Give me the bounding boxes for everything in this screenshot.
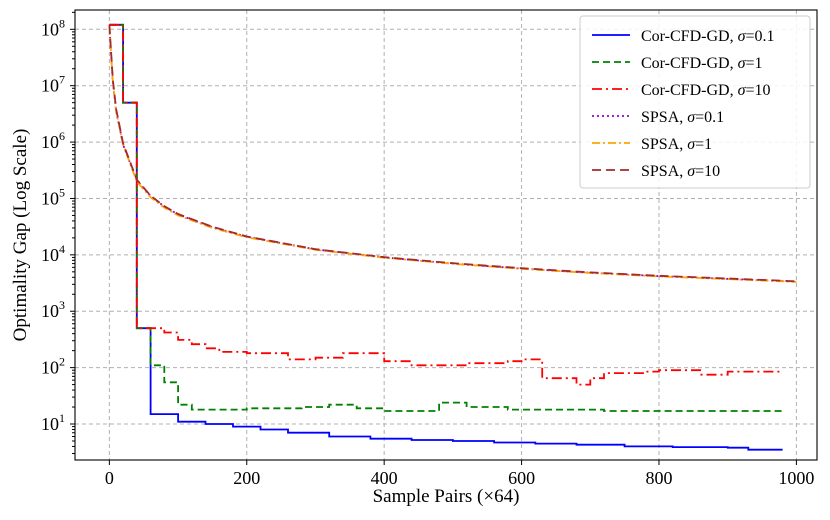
legend-label: SPSA, σ=1 <box>641 136 712 153</box>
x-tick-label: 1000 <box>778 468 814 488</box>
series-line-2 <box>109 23 783 412</box>
x-tick-label: 400 <box>371 468 398 488</box>
plot-frame <box>74 9 818 461</box>
legend-label: SPSA, σ=0.1 <box>641 109 724 126</box>
y-tick-label: 108 <box>41 16 65 39</box>
y-tick-label: 102 <box>41 355 65 378</box>
y-tick-label: 104 <box>41 242 65 265</box>
y-tick-label: 101 <box>41 411 65 434</box>
legend-label: Cor-CFD-GD, σ=10 <box>641 82 771 99</box>
legend: Cor-CFD-GD, σ=0.1 Cor-CFD-GD, σ=1 Cor-CFD-… <box>579 15 811 189</box>
y-axis-label: Optimality Gap (Log Scale) <box>10 129 31 342</box>
legend-label: Cor-CFD-GD, σ=0.1 <box>641 28 775 45</box>
series-line-3 <box>109 23 783 386</box>
series-line-1 <box>109 23 783 451</box>
y-tick-label: 103 <box>41 298 65 321</box>
legend-label: SPSA, σ=10 <box>641 163 720 180</box>
series-lines <box>108 23 797 451</box>
x-axis-label: Sample Pairs (×64) <box>373 486 520 507</box>
y-tick-label: 107 <box>41 73 65 96</box>
x-tick-label: 800 <box>645 468 672 488</box>
y-tick-label: 105 <box>41 185 65 208</box>
y-tick-label: 106 <box>41 129 65 152</box>
legend-box <box>579 15 811 189</box>
x-tick-label: 0 <box>105 468 114 488</box>
x-tick-label: 200 <box>233 468 260 488</box>
legend-label: Cor-CFD-GD, σ=1 <box>641 55 763 72</box>
series-line-6 <box>108 24 797 283</box>
x-tick-label: 600 <box>508 468 535 488</box>
axis-ticks: 0 200 400 600 800 1000 101 102 103 104 105 106 107 10… <box>41 11 814 488</box>
